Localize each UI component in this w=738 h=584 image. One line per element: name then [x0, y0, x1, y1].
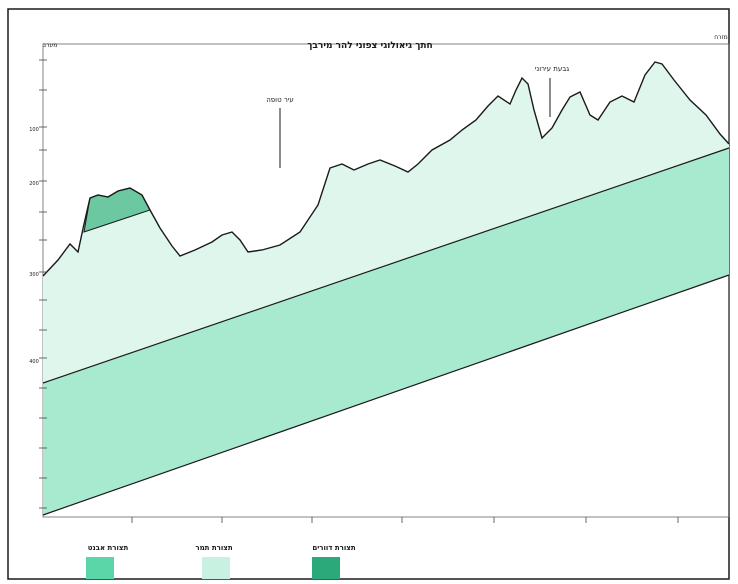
y-tick-label: 300: [29, 272, 39, 278]
peak-2-label: גבעת עירוני: [535, 65, 569, 73]
y-tick-label: 200: [29, 181, 39, 187]
legend-label: תצורת אבנט: [88, 544, 129, 552]
y-tick-label: 100: [29, 127, 39, 133]
legend-label: תצורת תמר: [195, 544, 232, 552]
west-label: מערב: [43, 42, 58, 49]
diagram-title: חתך גיאולוגי צפוני להר מירבך: [307, 41, 433, 51]
legend-label: תצורת דוורים: [312, 544, 355, 552]
legend-swatch: [312, 557, 340, 579]
east-label: מזרח: [714, 34, 727, 41]
legend-swatch: [202, 557, 230, 579]
y-tick-label: 400: [29, 359, 39, 365]
peak-1-label: עיר טופה: [266, 96, 294, 104]
legend-swatch: [86, 557, 114, 579]
